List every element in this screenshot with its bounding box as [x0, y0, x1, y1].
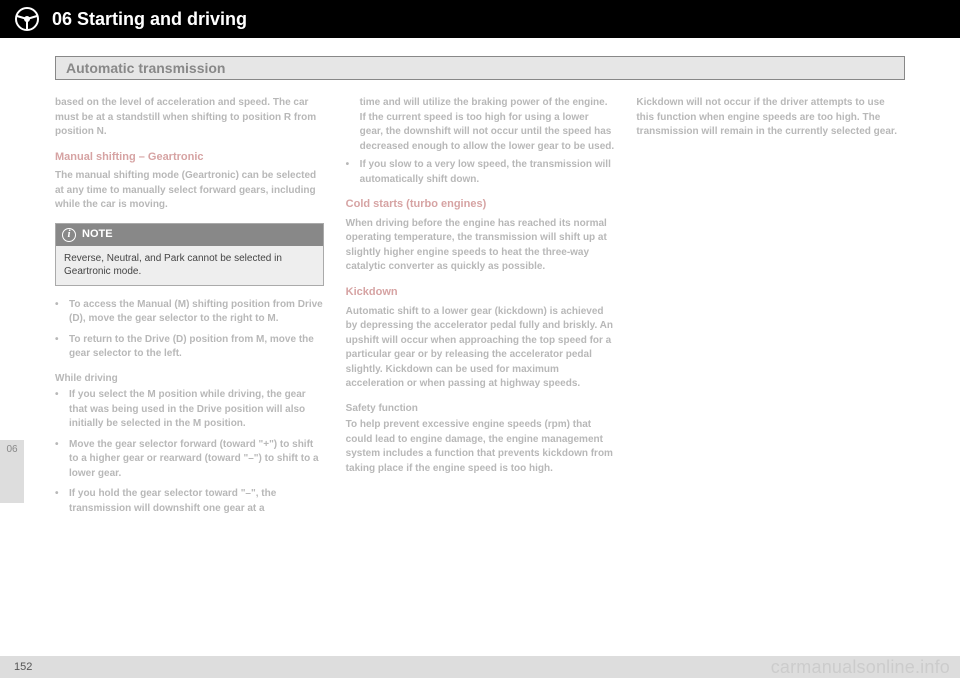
safety-function-text: To help prevent excessive engine speeds … [346, 418, 615, 476]
note-box: i NOTE Reverse, Neutral, and Park cannot… [55, 223, 324, 286]
info-icon: i [62, 228, 76, 242]
safety-function-head: Safety function [346, 402, 615, 417]
kickdown-head: Kickdown [346, 285, 615, 301]
continuation-text: time and will utilize the braking power … [346, 96, 615, 154]
kickdown-text: Automatic shift to a lower gear (kickdow… [346, 305, 615, 392]
chapter-header: 06 Starting and driving [0, 0, 960, 38]
column-1: based on the level of acceleration and s… [55, 96, 324, 522]
watermark: carmanualsonline.info [771, 657, 950, 678]
list-item: To return to the Drive (D) position from… [55, 333, 324, 362]
manual-shifting-text: The manual shifting mode (Geartronic) ca… [55, 169, 324, 213]
page-footer: 152 carmanualsonline.info [0, 656, 960, 678]
section-title: Automatic transmission [55, 56, 905, 80]
page-number: 152 [14, 661, 32, 673]
chapter-side-tab: 06 [0, 440, 24, 503]
col2-bullets: If you slow to a very low speed, the tra… [346, 158, 615, 187]
note-label: NOTE [82, 227, 113, 243]
list-item: If you hold the gear selector toward "–"… [55, 487, 324, 516]
cold-starts-text: When driving before the engine has reach… [346, 217, 615, 275]
list-item: If you slow to a very low speed, the tra… [346, 158, 615, 187]
while-driving-head: While driving [55, 372, 324, 387]
steering-wheel-icon [14, 6, 40, 32]
chapter-title: 06 Starting and driving [52, 9, 247, 30]
column-2: time and will utilize the braking power … [346, 96, 615, 522]
list-item: If you select the M position while drivi… [55, 388, 324, 432]
side-tab-label: 06 [0, 440, 24, 459]
cold-starts-head: Cold starts (turbo engines) [346, 197, 615, 213]
after-note-list: To access the Manual (M) shifting positi… [55, 298, 324, 362]
note-body: Reverse, Neutral, and Park cannot be sel… [56, 246, 323, 285]
manual-shifting-head: Manual shifting – Geartronic [55, 150, 324, 166]
side-tab-fill [0, 459, 24, 503]
list-item: Move the gear selector forward (toward "… [55, 438, 324, 482]
list-item: To access the Manual (M) shifting positi… [55, 298, 324, 327]
while-driving-list: If you select the M position while drivi… [55, 388, 324, 516]
col3-text: Kickdown will not occur if the driver at… [636, 96, 905, 140]
note-header: i NOTE [56, 224, 323, 246]
column-3: Kickdown will not occur if the driver at… [636, 96, 905, 522]
intro-text: based on the level of acceleration and s… [55, 96, 324, 140]
content-columns: based on the level of acceleration and s… [55, 96, 905, 522]
